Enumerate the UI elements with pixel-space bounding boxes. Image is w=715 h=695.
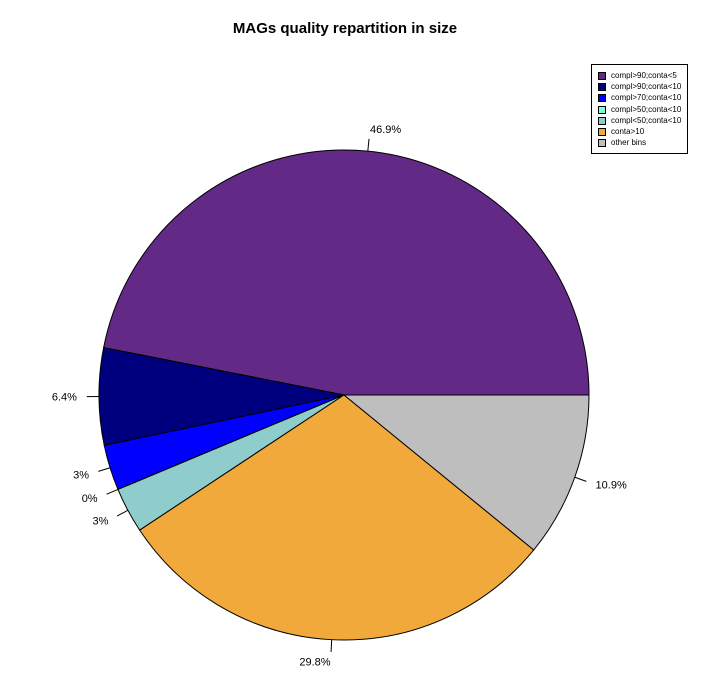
- legend-label: other bins: [611, 138, 647, 148]
- legend-label: compl>50;conta<10: [611, 104, 682, 114]
- legend-swatch: [598, 128, 606, 137]
- legend-label: compl>90;conta<10: [611, 81, 682, 91]
- legend-swatch: [598, 116, 606, 125]
- legend-item-1: compl>90;conta<10: [598, 81, 683, 92]
- pie-tick-6: [574, 476, 587, 482]
- pie-labels: 46.9% 6.4% 3% 0% 3% 29.8% 10.9%: [52, 124, 627, 668]
- pie-tick-0: [367, 138, 370, 152]
- legend-label: compl>90;conta<5: [611, 70, 677, 80]
- pie-label-4: 3%: [92, 516, 108, 528]
- pie-tick-2: [98, 467, 111, 472]
- pie-label-0: 46.9%: [370, 124, 401, 136]
- pie-label-5: 29.8%: [299, 657, 330, 669]
- pie-slices: [98, 149, 590, 641]
- pie-slice-5: [138, 394, 535, 641]
- legend-item-2: compl>70;conta<10: [598, 93, 683, 104]
- legend-item-6: other bins: [598, 138, 683, 149]
- pie-label-2: 3%: [73, 469, 89, 481]
- legend-label: conta>10: [611, 127, 645, 137]
- pie-label-1: 6.4%: [52, 392, 77, 404]
- legend-swatch: [598, 105, 606, 114]
- pie-tick-4: [116, 509, 129, 517]
- pie-tick-3: [106, 489, 119, 495]
- legend-item-0: compl>90;conta<5: [598, 70, 683, 81]
- chart-title: MAGs quality repartition in size: [232, 20, 458, 37]
- legend-label: compl>70;conta<10: [611, 93, 682, 103]
- legend: compl>90;conta<5 compl>90;conta<10 compl>7…: [591, 64, 688, 154]
- pie-label-3: 0%: [82, 493, 98, 505]
- legend-swatch: [598, 94, 606, 103]
- pie-label-6: 10.9%: [596, 480, 627, 492]
- legend-swatch: [598, 139, 606, 148]
- pie-tick-5: [330, 639, 333, 652]
- pie-slice-6: [342, 394, 590, 551]
- legend-label: compl<50;conta<10: [611, 115, 682, 125]
- legend-item-4: compl<50;conta<10: [598, 115, 683, 126]
- pie-slice-0: [103, 149, 590, 396]
- legend-item-3: compl>50;conta<10: [598, 104, 683, 115]
- legend-item-5: conta>10: [598, 126, 683, 137]
- legend-swatch: [598, 71, 606, 80]
- legend-swatch: [598, 82, 606, 91]
